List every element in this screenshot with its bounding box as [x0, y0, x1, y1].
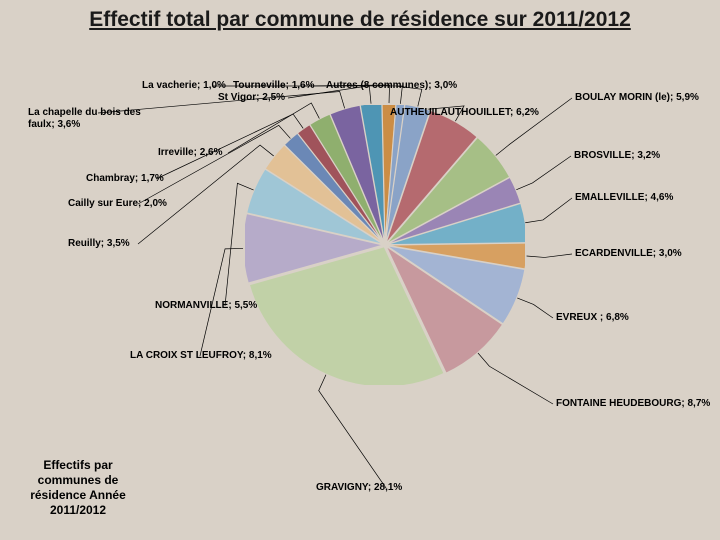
slice-label: FONTAINE HEUDEBOURG; 8,7%: [556, 398, 710, 410]
slice-label: Chambray; 1,7%: [86, 173, 164, 185]
slice-label: ECARDENVILLE; 3,0%: [575, 248, 682, 260]
slice-label: EMALLEVILLE; 4,6%: [575, 192, 673, 204]
slice-label: La chapelle du bois desfaulx; 3,6%: [28, 107, 141, 130]
slice-label: St Vigor; 2,5%: [218, 92, 285, 104]
slice-label: NORMANVILLE; 5,5%: [155, 300, 257, 312]
leader-line: [525, 198, 572, 223]
page-title: Effectif total par commune de résidence …: [0, 0, 720, 36]
slice-label: Tourneville; 1,6%: [233, 80, 315, 92]
slice-label: BOULAY MORIN (le); 5,9%: [575, 92, 699, 104]
slice-label: La vacherie; 1,0%: [142, 80, 226, 92]
slice-label: LA CROIX ST LEUFROY; 8,1%: [130, 350, 272, 362]
slice-label: EVREUX ; 6,8%: [556, 312, 629, 324]
pie-svg: [245, 105, 525, 385]
slice-label: GRAVIGNY; 28,1%: [316, 482, 402, 494]
pie-wrap: [245, 105, 525, 385]
slice-label: Cailly sur Eure; 2,0%: [68, 198, 167, 210]
slice-label: Autres (8 communes); 3,0%: [326, 80, 457, 92]
leader-line: [319, 374, 386, 488]
leader-line: [527, 254, 572, 257]
slice-label: Irreville; 2,6%: [158, 147, 222, 159]
slice-label: Reuilly; 3,5%: [68, 238, 130, 250]
chart-caption: Effectifs par communes de résidence Anné…: [18, 458, 138, 518]
slice-label: AUTHEUILAUTHOUILLET; 6,2%: [390, 107, 539, 119]
pie-chart: Autres (8 communes); 3,0% AUTHEUILAUTHOUI…: [0, 40, 720, 500]
slice-label: BROSVILLE; 3,2%: [574, 150, 660, 162]
